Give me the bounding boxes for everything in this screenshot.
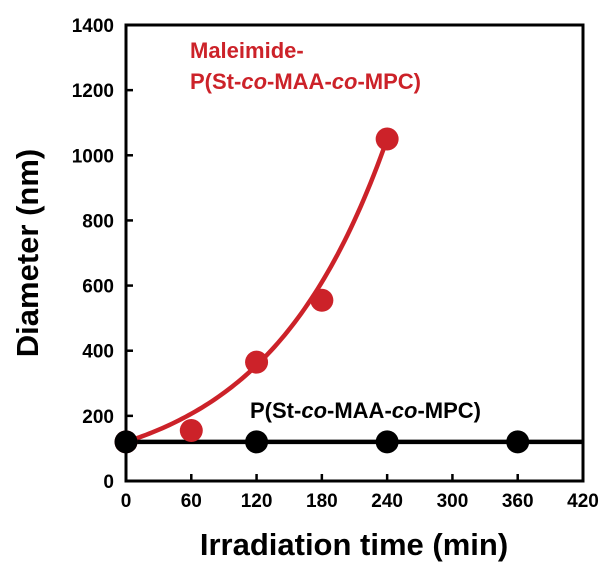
fit-lines (125, 128, 583, 445)
series-label: Maleimide-P(St-co-MAA-co-MPC) (190, 38, 421, 94)
data-point (245, 350, 269, 374)
x-tick-label: 180 (306, 491, 338, 512)
series-labels: Maleimide-P(St-co-MAA-co-MPC) P(St-co-MAA… (190, 38, 481, 423)
x-tick-label: 0 (121, 491, 132, 512)
data-point (179, 419, 203, 443)
x-tick-label: 300 (437, 491, 469, 512)
fit-curve (125, 128, 393, 445)
data-point (375, 430, 399, 454)
y-tick-label: 1200 (72, 81, 114, 102)
y-tick-label: 0 (103, 472, 114, 493)
x-axis-title: Irradiation time (min) (200, 527, 508, 562)
y-tick-label: 800 (82, 211, 114, 232)
series-label: P(St-co-MAA-co-MPC) (250, 398, 481, 423)
data-point (375, 127, 399, 151)
x-tick-label: 240 (371, 491, 403, 512)
y-tick-label: 400 (82, 342, 114, 363)
y-tick-label: 200 (82, 407, 114, 428)
y-tick-label: 1000 (72, 146, 114, 167)
y-axis-title: Diameter (nm) (10, 149, 45, 357)
plot-frame (124, 23, 585, 483)
data-point (245, 430, 269, 454)
data-points (114, 127, 530, 454)
y-tick-label: 600 (82, 277, 114, 298)
data-point (506, 430, 530, 454)
y-tick-label: 1400 (72, 16, 114, 37)
x-tick-label: 60 (181, 491, 202, 512)
x-tick-label: 360 (502, 491, 534, 512)
x-tick-label: 420 (567, 491, 599, 512)
ticks: 0 60 120 180 240 300 360 420 0 200 400 600 800 1000 12… (72, 16, 599, 512)
x-tick-label: 120 (241, 491, 273, 512)
data-point (310, 288, 334, 312)
